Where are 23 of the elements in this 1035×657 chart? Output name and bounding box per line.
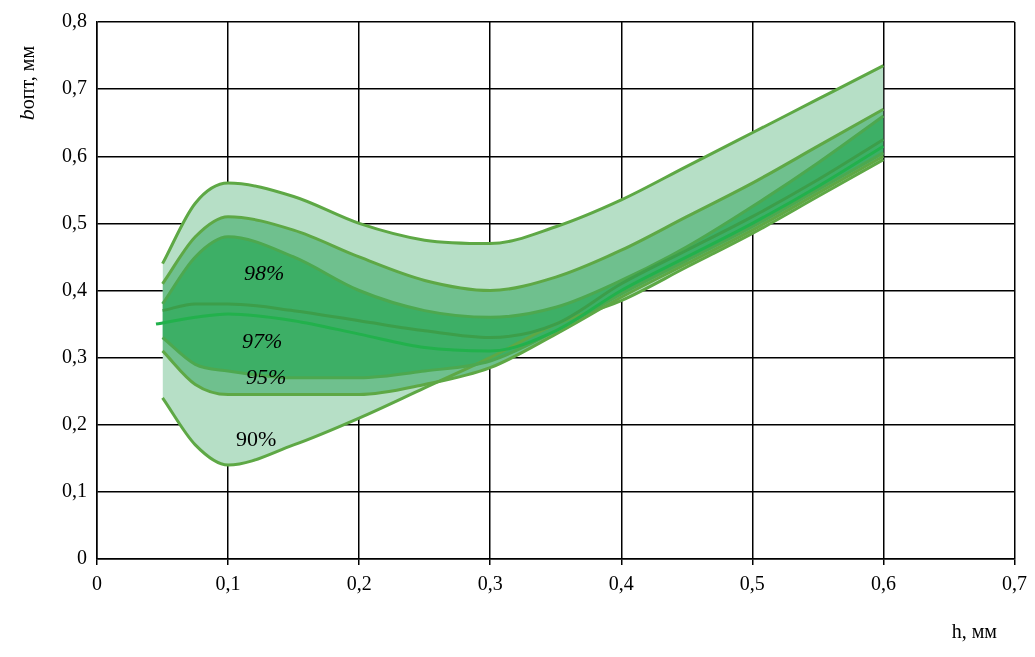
annotation: 90% [236, 426, 277, 451]
x-tick-label: 0,7 [1002, 572, 1027, 595]
y-tick-label: 0,4 [62, 277, 87, 300]
annotation: 97% [242, 328, 283, 353]
annotation: 95% [246, 364, 287, 389]
y-tick-label: 0,5 [62, 210, 87, 233]
x-tick-label: 0,2 [346, 572, 372, 595]
x-axis-title: h, мм [951, 620, 997, 643]
x-tick-label: 0,3 [477, 572, 503, 595]
y-tick-label: 0,6 [62, 143, 87, 166]
x-tick-label: 0,4 [608, 572, 634, 595]
y-axis-title: bопт, мм [14, 44, 40, 123]
x-tick-label: 0,5 [739, 572, 765, 595]
x-tick-label: 0,6 [870, 572, 896, 595]
y-tick-label: 0,1 [62, 479, 87, 502]
y-tick-label: 0,7 [62, 76, 87, 99]
x-tick-label: 0 [92, 572, 102, 595]
y-tick-label: 0 [77, 546, 87, 569]
y-tick-label: 0,2 [62, 412, 87, 434]
x-tick-label: 0,1 [215, 572, 241, 595]
annotation: 98% [244, 260, 285, 285]
y-tick-label: 0,3 [62, 344, 87, 367]
y-tick-label: 0,8 [62, 9, 87, 32]
